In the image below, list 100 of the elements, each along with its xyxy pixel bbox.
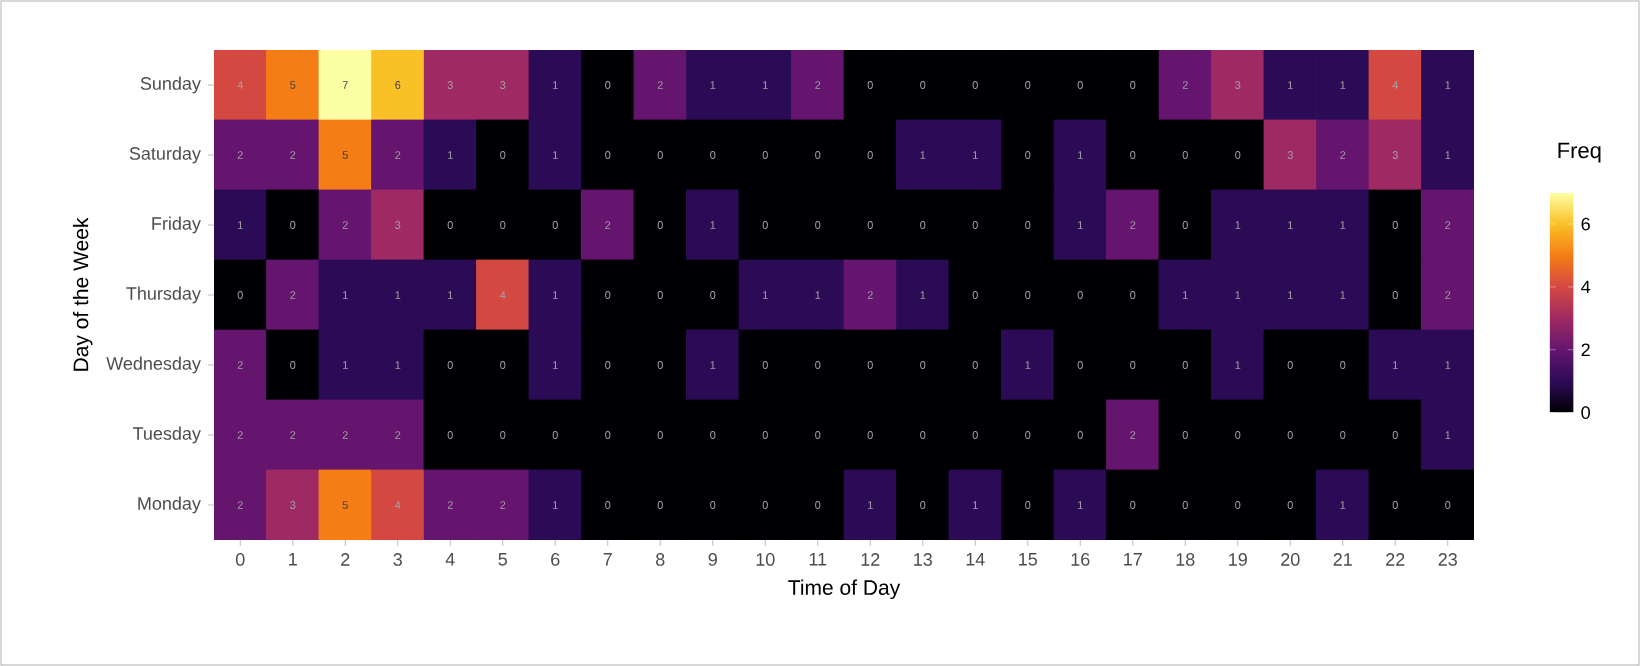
- data-label: 2: [237, 361, 243, 369]
- data-label: 2: [867, 291, 873, 299]
- data-label: 1: [1393, 361, 1398, 369]
- y-tick-label: Friday: [152, 216, 201, 234]
- data-label: 1: [1340, 221, 1346, 229]
- data-label: 0: [500, 361, 506, 369]
- x-tick-label: 20: [1281, 553, 1300, 566]
- data-label: 1: [448, 291, 453, 299]
- data-label: 1: [1235, 291, 1241, 299]
- data-label: 1: [763, 81, 768, 89]
- data-label: 0: [972, 221, 978, 229]
- data-label: 0: [867, 81, 873, 89]
- x-tick-label: 3: [393, 553, 402, 566]
- data-label: 3: [500, 81, 506, 89]
- x-tick-label: 14: [966, 553, 985, 566]
- data-label: 1: [553, 81, 558, 89]
- data-label: 0: [867, 431, 873, 439]
- data-label: 0: [657, 501, 663, 509]
- data-label: 0: [1130, 81, 1136, 89]
- x-axis-title: Time of Day: [788, 579, 901, 600]
- data-label: 2: [605, 221, 611, 229]
- x-tick-label: 0: [235, 553, 245, 566]
- data-label: 3: [1235, 81, 1241, 89]
- data-label: 2: [1182, 81, 1188, 89]
- data-label: 0: [815, 221, 821, 229]
- color-bar-label: 0: [1581, 406, 1590, 419]
- data-label: 0: [290, 221, 296, 229]
- data-label: 1: [553, 291, 558, 299]
- data-label: 2: [237, 431, 243, 439]
- data-label: 0: [605, 501, 611, 509]
- data-label: 2: [237, 151, 243, 159]
- data-label: 0: [762, 431, 768, 439]
- data-label: 0: [500, 151, 506, 159]
- data-label: 2: [290, 431, 296, 439]
- data-label: 0: [815, 431, 821, 439]
- data-label: 1: [1445, 151, 1451, 159]
- data-label: 0: [920, 81, 926, 89]
- data-label: 0: [1287, 431, 1293, 439]
- x-tick-label: 5: [498, 553, 507, 566]
- data-label: 3: [1392, 151, 1398, 159]
- data-label: 1: [1288, 291, 1293, 299]
- data-label: 1: [710, 221, 716, 229]
- data-label: 1: [1235, 361, 1241, 369]
- data-label: 0: [920, 221, 926, 229]
- x-tick-label: 12: [861, 553, 880, 566]
- x-tick-label: 15: [1019, 553, 1037, 566]
- color-bar-label: 6: [1581, 217, 1590, 231]
- data-label: 0: [1182, 431, 1188, 439]
- data-label: 4: [237, 81, 243, 89]
- data-label: 1: [343, 291, 348, 299]
- data-label: 2: [1130, 221, 1136, 229]
- data-label: 0: [1392, 291, 1398, 299]
- y-tick-label: Sunday: [140, 76, 201, 94]
- data-label: 0: [1025, 81, 1031, 89]
- data-label: 0: [1392, 501, 1398, 509]
- data-label: 1: [763, 291, 768, 299]
- data-label: 2: [290, 151, 296, 159]
- data-label: 1: [1340, 501, 1346, 509]
- y-tick-label: Tuesday: [132, 426, 201, 444]
- data-label: 0: [237, 291, 243, 299]
- data-label: 0: [605, 291, 611, 299]
- data-label: 0: [710, 501, 716, 509]
- color-bar-label: 4: [1581, 280, 1591, 294]
- data-label: 0: [972, 431, 978, 439]
- data-label: 0: [657, 431, 663, 439]
- data-label: 0: [1130, 151, 1136, 159]
- data-label: 2: [1445, 221, 1451, 229]
- data-label: 3: [290, 501, 296, 509]
- data-label: 0: [500, 431, 506, 439]
- data-label: 0: [657, 151, 663, 159]
- data-label: 0: [447, 431, 453, 439]
- data-label: 1: [1288, 221, 1293, 229]
- data-label: 1: [553, 361, 558, 369]
- data-label: 2: [500, 501, 506, 509]
- data-label: 1: [920, 151, 926, 159]
- data-label: 5: [342, 151, 348, 159]
- data-label: 0: [290, 361, 296, 369]
- data-label: 1: [1445, 431, 1451, 439]
- data-label: 0: [762, 501, 768, 509]
- data-label: 0: [657, 221, 663, 229]
- data-label: 0: [1182, 151, 1188, 159]
- y-axis-title: Day of the Week: [72, 217, 93, 371]
- x-tick-label: 1: [289, 553, 297, 566]
- data-label: 0: [1392, 431, 1398, 439]
- data-label: 0: [762, 221, 768, 229]
- data-label: 0: [500, 221, 506, 229]
- y-tick-label: Wednesday: [106, 356, 201, 374]
- data-label: 1: [395, 291, 401, 299]
- data-label: 0: [762, 151, 768, 159]
- data-label: 0: [1025, 431, 1031, 439]
- data-label: 0: [1287, 361, 1293, 369]
- data-label: 1: [1288, 81, 1293, 89]
- data-label: 0: [552, 431, 558, 439]
- data-label: 0: [1130, 291, 1136, 299]
- data-label: 0: [1340, 431, 1346, 439]
- x-tick-label: 21: [1333, 553, 1352, 566]
- data-label: 0: [1130, 501, 1136, 509]
- data-label: 1: [343, 361, 348, 369]
- data-label: 0: [1025, 151, 1031, 159]
- x-tick-label: 22: [1386, 553, 1405, 566]
